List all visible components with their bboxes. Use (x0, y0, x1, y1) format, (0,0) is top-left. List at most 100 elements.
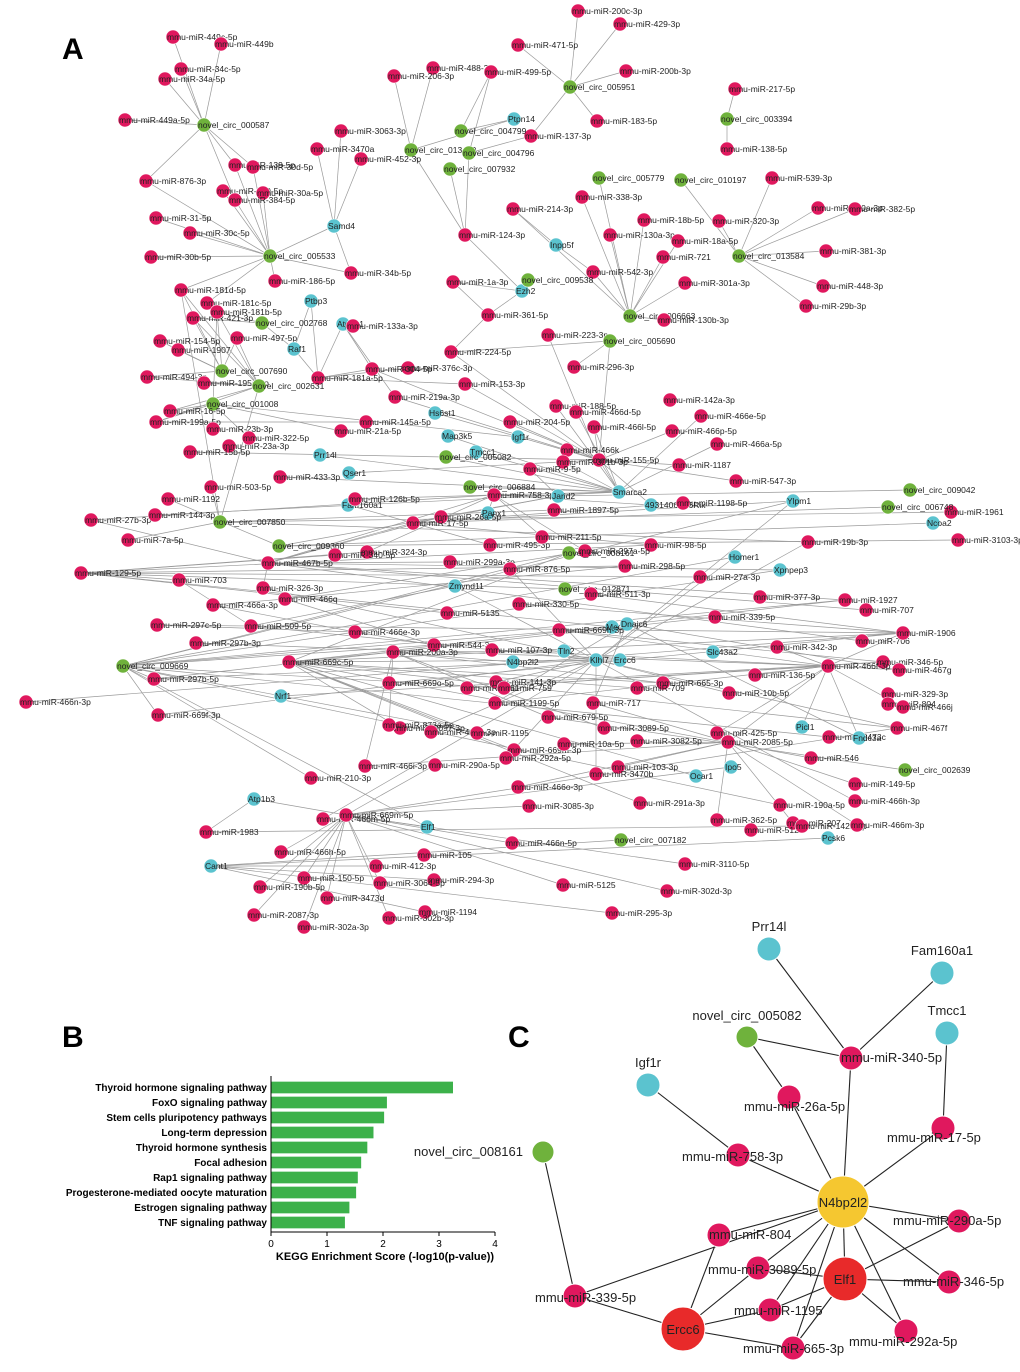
net-a-edge (598, 177, 631, 317)
net-a-node-ocar1-label: Ocar1 (690, 771, 713, 781)
net-a-node-mmu-mir-3085-3p: mmu-miR-3085-3p (521, 798, 594, 814)
net-a-node-panx1: Panx1 (480, 505, 506, 521)
x-tick-label-0: 0 (268, 1239, 274, 1250)
net-a-node-mmu-mir-707-marker (858, 602, 874, 618)
net-a-edge (410, 67, 434, 151)
net-a-node-mmu-mir-669h-3p-marker (551, 622, 567, 638)
net-a-node-mmu-mir-542-3p: mmu-miR-542-3p (585, 264, 653, 280)
net-a-edge (122, 644, 435, 667)
net-a-edge (412, 522, 491, 546)
net-a-node-mmu-mir-302d-3p: mmu-miR-302d-3p (659, 883, 732, 899)
net-a-node-mmu-mir-211-5p-marker (534, 529, 550, 545)
net-a-edge (569, 10, 579, 88)
net-a-node-mmu-mir-324-3p: mmu-miR-324-3p (359, 544, 427, 560)
net-a-node-samd4-marker (326, 218, 342, 234)
net-a-node-novel-circ-002639-label: novel_circ_002639 (899, 765, 971, 775)
net-a-node-mmu-mir-539-3p-marker (764, 170, 780, 186)
net-a-node-mmu-mir-140-5p-marker (215, 183, 231, 199)
net-a-node-novel-circ-005533-marker (262, 248, 278, 264)
net-a-node-mmu-mir-301a-3p-label: mmu-miR-301a-3p (679, 278, 750, 288)
net-c-node-mmu-mir-339-5p-label: mmu-miR-339-5p (535, 1290, 636, 1305)
net-a-node-mmu-mir-129-5p-marker (73, 565, 89, 581)
net-a-node-mmu-mir-301a-3p-marker (677, 275, 693, 291)
net-a-node-tmcc1: Tmcc1 (468, 444, 496, 460)
net-a-node-mmu-mir-1a-3p-label: mmu-miR-1a-3p (447, 277, 509, 287)
net-a-node-mmu-mir-5135-label: mmu-miR-5135 (441, 608, 500, 618)
net-a-edge (452, 281, 489, 316)
net-a-node-novel-circ-006748-label: novel_circ_006748 (882, 502, 954, 512)
net-a-node-novel-circ-009042-marker (902, 482, 918, 498)
net-a-node-ncoa2-marker (925, 515, 941, 531)
net-a-node-mmu-mir-466q-label: mmu-miR-466q (279, 594, 338, 604)
net-a-node-slc43a2-marker (705, 644, 721, 660)
net-a-edge (210, 865, 613, 914)
net-a-node-mmu-mir-495-3p-label: mmu-miR-495-3p (484, 540, 550, 550)
net-a-edge (629, 282, 686, 317)
net-a-edge (494, 623, 628, 704)
net-a-edge (388, 632, 904, 684)
net-a-node-novel-circ-001008: novel_circ_001008 (205, 396, 279, 412)
net-a-node-mmu-mir-429-3p-label: mmu-miR-429-3p (614, 19, 680, 29)
net-a-node-nrf1-label: Nrf1 (275, 691, 291, 701)
net-a-edge (80, 572, 701, 578)
net-a-node-novel-circ-002639: novel_circ_002639 (897, 762, 971, 778)
net-a-node-mmu-mir-297c-5p-marker (149, 617, 165, 633)
net-a-node-mmu-mir-669m-5p-label: mmu-miR-669m-5p (340, 810, 413, 820)
net-a-edge (145, 124, 205, 182)
net-a-node-mmu-mir-511-3p: mmu-miR-511-3p (583, 586, 651, 602)
net-a-node-mmu-mir-466j-marker (895, 699, 911, 715)
net-a-edge (354, 631, 435, 646)
net-a-node-mmu-mir-1907: mmu-miR-1907 (170, 342, 231, 358)
net-a-node-jarid2: Jarid2 (550, 488, 575, 504)
net-a-node-mmu-mir-1897-5p: mmu-miR-1897-5p (546, 502, 619, 518)
net-a-node-mmu-mir-759: mmu-miR-759 (496, 680, 552, 696)
net-a-node-mmu-mir-130b-3p-marker (656, 312, 672, 328)
net-a-node-novel-circ-007932: novel_circ_007932 (442, 161, 516, 177)
net-a-node-ezh2-label: Ezh2 (516, 286, 536, 296)
net-c-edge (542, 1151, 576, 1297)
net-a-node-mmu-mir-665-3p: mmu-miR-665-3p (655, 675, 723, 691)
net-a-node-mmu-mir-503-5p-marker (203, 479, 219, 495)
net-a-edge (288, 661, 697, 777)
net-a-node-xpnpep3: Xpnpep3 (772, 562, 808, 578)
net-a-edge (322, 659, 597, 820)
net-a-node-mmu-mir-1192: mmu-miR-1192 (160, 491, 220, 507)
net-a-edge (460, 118, 515, 132)
net-c-node-mmu-mir-340-5p-marker (838, 1045, 864, 1071)
net-a-edge (205, 798, 255, 833)
net-c-node-n4bp2l2: N4bp2l2 (816, 1175, 870, 1229)
net-a-node-mmu-mir-9-5p-label: mmu-miR-9-5p (524, 464, 581, 474)
net-a-node-novel-circ-005082-marker (438, 449, 454, 465)
net-a-edge (279, 476, 620, 493)
net-a-node-mmu-mir-488-3p: mmu-miR-488-3p (425, 60, 493, 76)
net-a-node-mmu-mir-425-5p: mmu-miR-425-5p (709, 725, 777, 741)
net-a-node-atp1b3-marker (246, 791, 262, 807)
net-a-node-inpp5f-label: Inpp5f (550, 240, 574, 250)
net-a-node-mmu-mir-707: mmu-miR-707 (858, 602, 914, 618)
net-a-node-novel-circ-004799-label: novel_circ_004799 (455, 126, 527, 136)
net-a-node-mmu-mir-495-3p: mmu-miR-495-3p (482, 537, 550, 553)
net-a-edge (25, 632, 904, 703)
net-a-edge (234, 199, 271, 257)
net-a-edge (262, 587, 597, 661)
net-a-node-novel-circ-013584: novel_circ_013584 (731, 248, 805, 264)
net-a-node-mmu-mir-155-5p-marker (591, 452, 607, 468)
net-a-node-mmu-mir-425-5p-marker (709, 725, 725, 741)
net-a-node-mmu-mir-703-marker (171, 572, 187, 588)
net-a-node-homer1-marker (727, 549, 743, 565)
net-a-edge (345, 805, 530, 816)
net-a-edge (124, 119, 205, 126)
net-a-node-mmu-mir-412-3p-label: mmu-miR-412-3p (370, 861, 436, 871)
net-a-edge (145, 180, 271, 257)
net-a-node-mmu-mir-18a-5p-label: mmu-miR-18a-5p (672, 236, 738, 246)
net-a-edge (90, 519, 269, 564)
net-c-node-n4bp2l2-label: N4bp2l2 (819, 1195, 867, 1210)
net-a-node-mmu-mir-339-5p-label: mmu-miR-339-5p (709, 612, 775, 622)
net-a-node-novel-circ-004796-marker (461, 145, 477, 161)
net-a-edge (269, 225, 335, 257)
net-a-node-mmu-mir-717: mmu-miR-717 (585, 695, 641, 711)
net-a-node-mmu-mir-133a-3p-label: mmu-miR-133a-3p (347, 321, 418, 331)
net-a-edge (555, 244, 594, 273)
net-a-node-mmu-mir-466n-5p-label: mmu-miR-466n-5p (506, 838, 577, 848)
net-a-node-mmu-mir-124-3p-label: mmu-miR-124-3p (459, 230, 525, 240)
